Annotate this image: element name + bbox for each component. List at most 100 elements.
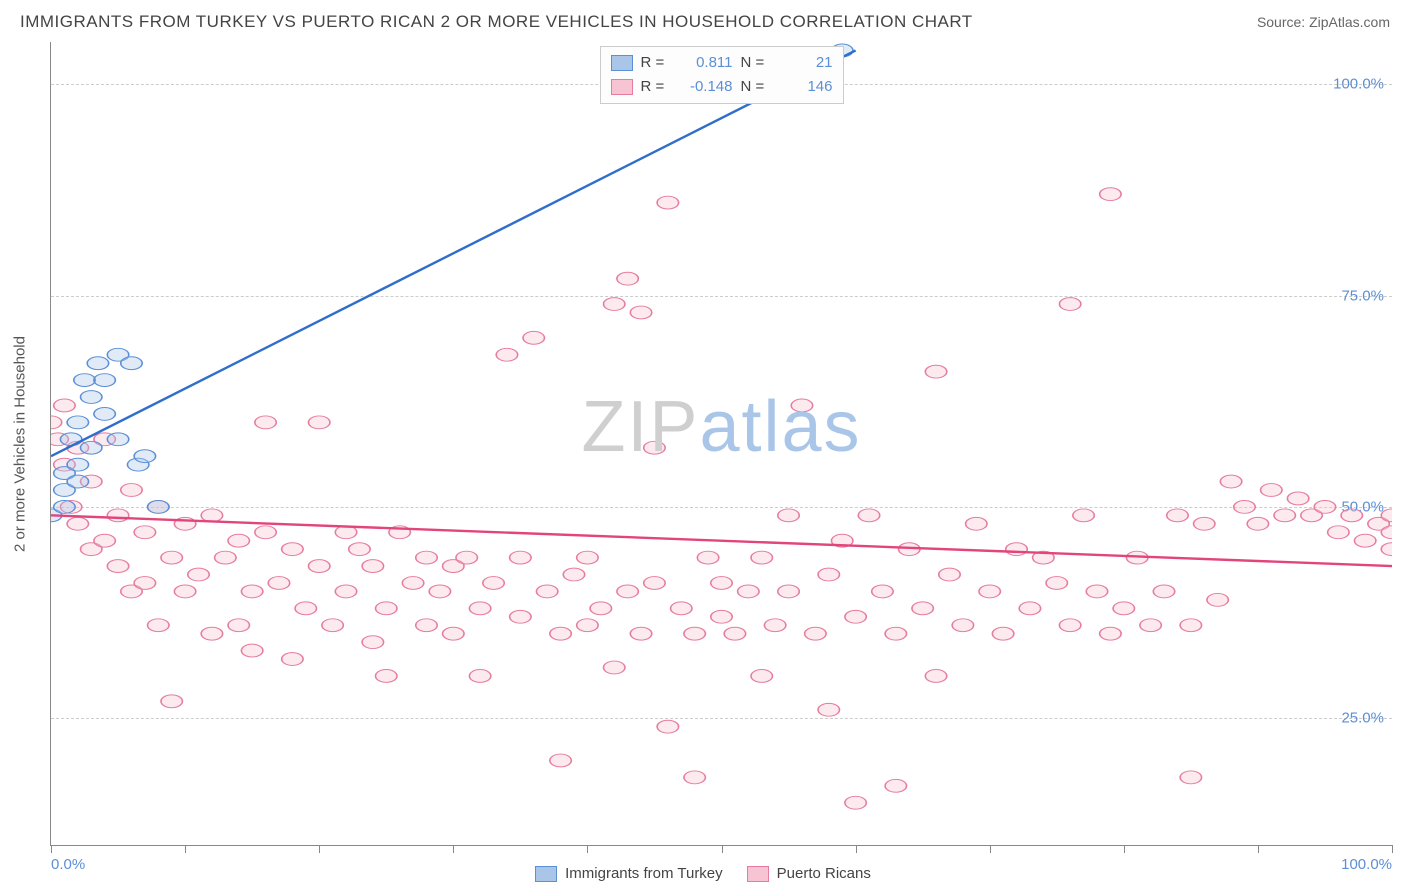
data-point	[818, 568, 839, 581]
data-point	[148, 500, 169, 513]
data-point	[134, 577, 155, 590]
data-point	[738, 585, 759, 598]
legend-n-value: 21	[777, 51, 833, 75]
data-point	[778, 585, 799, 598]
x-tick	[319, 845, 320, 853]
data-point	[1100, 188, 1121, 201]
data-point	[60, 433, 81, 446]
data-point	[308, 416, 329, 429]
data-point	[87, 357, 108, 370]
data-point	[335, 585, 356, 598]
data-point	[469, 602, 490, 615]
legend-row: R =-0.148N =146	[611, 75, 833, 99]
data-point	[1059, 619, 1080, 632]
data-point	[952, 619, 973, 632]
data-point	[282, 653, 303, 666]
data-point	[1381, 543, 1392, 556]
legend-swatch	[611, 79, 633, 95]
data-point	[644, 577, 665, 590]
data-point	[107, 433, 128, 446]
data-point	[885, 779, 906, 792]
data-point	[443, 627, 464, 640]
data-point	[416, 551, 437, 564]
data-point	[456, 551, 477, 564]
x-tick	[722, 845, 723, 853]
data-point	[510, 551, 531, 564]
data-point	[402, 577, 423, 590]
data-point	[885, 627, 906, 640]
data-point	[228, 619, 249, 632]
data-point	[1006, 543, 1027, 556]
x-tick	[1392, 845, 1393, 853]
data-point	[778, 509, 799, 522]
data-point	[74, 374, 95, 387]
source-label: Source:	[1257, 14, 1309, 30]
data-point	[308, 560, 329, 573]
data-point	[228, 534, 249, 547]
data-point	[161, 695, 182, 708]
data-point	[376, 602, 397, 615]
data-point	[1220, 475, 1241, 488]
source-value: ZipAtlas.com	[1309, 14, 1390, 30]
data-point	[1261, 484, 1282, 497]
data-point	[939, 568, 960, 581]
x-tick	[1258, 845, 1259, 853]
plot-box: ZIPatlas R =0.811N =21R =-0.148N =146 25…	[50, 42, 1392, 846]
data-point	[67, 517, 88, 530]
legend-swatch	[611, 55, 633, 71]
data-point	[349, 543, 370, 556]
legend-item: Immigrants from Turkey	[535, 865, 723, 882]
data-point	[818, 703, 839, 716]
data-point	[617, 272, 638, 285]
data-point	[912, 602, 933, 615]
data-point	[94, 534, 115, 547]
x-tick	[587, 845, 588, 853]
data-point	[577, 551, 598, 564]
data-point	[81, 441, 102, 454]
data-point	[376, 670, 397, 683]
data-point	[711, 577, 732, 590]
data-point	[1194, 517, 1215, 530]
data-point	[1073, 509, 1094, 522]
data-point	[657, 196, 678, 209]
data-point	[550, 627, 571, 640]
data-point	[1328, 526, 1349, 539]
y-axis-label: 2 or more Vehicles in Household	[12, 336, 29, 552]
x-tick	[51, 845, 52, 853]
data-point	[121, 357, 142, 370]
data-point	[845, 796, 866, 809]
data-point	[1059, 298, 1080, 311]
scatter-svg	[51, 42, 1392, 845]
data-point	[148, 619, 169, 632]
data-point	[966, 517, 987, 530]
trend-line	[51, 515, 1392, 566]
plot-area: 2 or more Vehicles in Household ZIPatlas…	[50, 42, 1392, 846]
data-point	[684, 627, 705, 640]
data-point	[764, 619, 785, 632]
x-tick	[1124, 845, 1125, 853]
data-point	[805, 627, 826, 640]
data-point	[711, 610, 732, 623]
data-point	[563, 568, 584, 581]
data-point	[241, 585, 262, 598]
data-point	[697, 551, 718, 564]
data-point	[1274, 509, 1295, 522]
legend-n-label: N =	[741, 51, 769, 75]
data-point	[523, 331, 544, 344]
trend-line	[51, 50, 856, 456]
x-tick	[856, 845, 857, 853]
data-point	[54, 399, 75, 412]
data-point	[483, 577, 504, 590]
data-point	[295, 602, 316, 615]
data-point	[255, 526, 276, 539]
data-point	[630, 627, 651, 640]
data-point	[577, 619, 598, 632]
data-point	[54, 500, 75, 513]
data-point	[872, 585, 893, 598]
data-point	[1180, 619, 1201, 632]
data-point	[603, 661, 624, 674]
data-point	[925, 365, 946, 378]
data-point	[1019, 602, 1040, 615]
x-tick	[453, 845, 454, 853]
legend-n-value: 146	[777, 75, 833, 99]
